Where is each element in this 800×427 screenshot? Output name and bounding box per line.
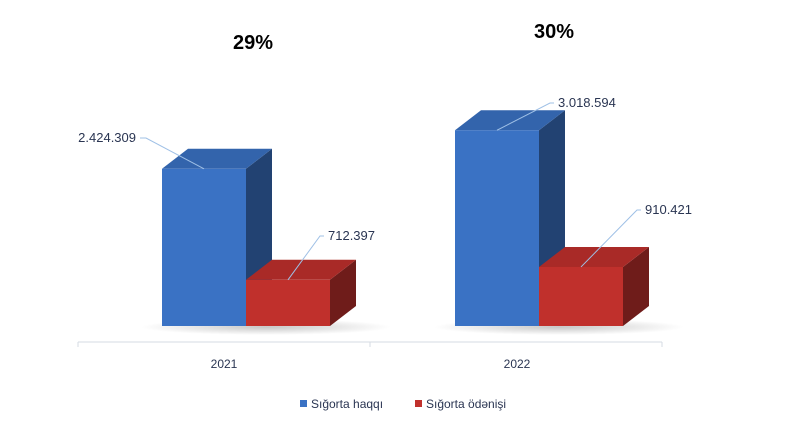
- legend-label: Sığorta haqqı: [311, 397, 383, 411]
- percentage-annotation: 29%: [233, 32, 273, 54]
- data-label: 910.421: [645, 202, 692, 217]
- bar: [539, 266, 623, 326]
- bar: [246, 279, 330, 326]
- data-label: 2.424.309: [78, 130, 136, 145]
- legend-swatch: [300, 400, 307, 407]
- bar-top: [162, 148, 272, 169]
- leader-line: [140, 137, 205, 170]
- leader-line: [287, 235, 324, 281]
- legend-swatch: [415, 400, 422, 407]
- data-label: 3.018.594: [558, 95, 616, 110]
- bar-top: [539, 246, 649, 267]
- leader-line: [580, 209, 641, 268]
- bar: [455, 130, 539, 326]
- bar-top: [246, 259, 356, 280]
- data-label: 712.397: [328, 228, 375, 243]
- legend-label: Sığorta ödənişi: [426, 397, 506, 411]
- bar-side: [330, 259, 356, 326]
- leader-line: [496, 102, 554, 131]
- x-tick-label: 2021: [211, 357, 238, 371]
- percentage-annotation: 30%: [534, 21, 574, 43]
- bar: [162, 168, 246, 326]
- x-tick-label: 2022: [504, 357, 531, 371]
- bar-top: [455, 110, 565, 131]
- bar-side: [623, 246, 649, 326]
